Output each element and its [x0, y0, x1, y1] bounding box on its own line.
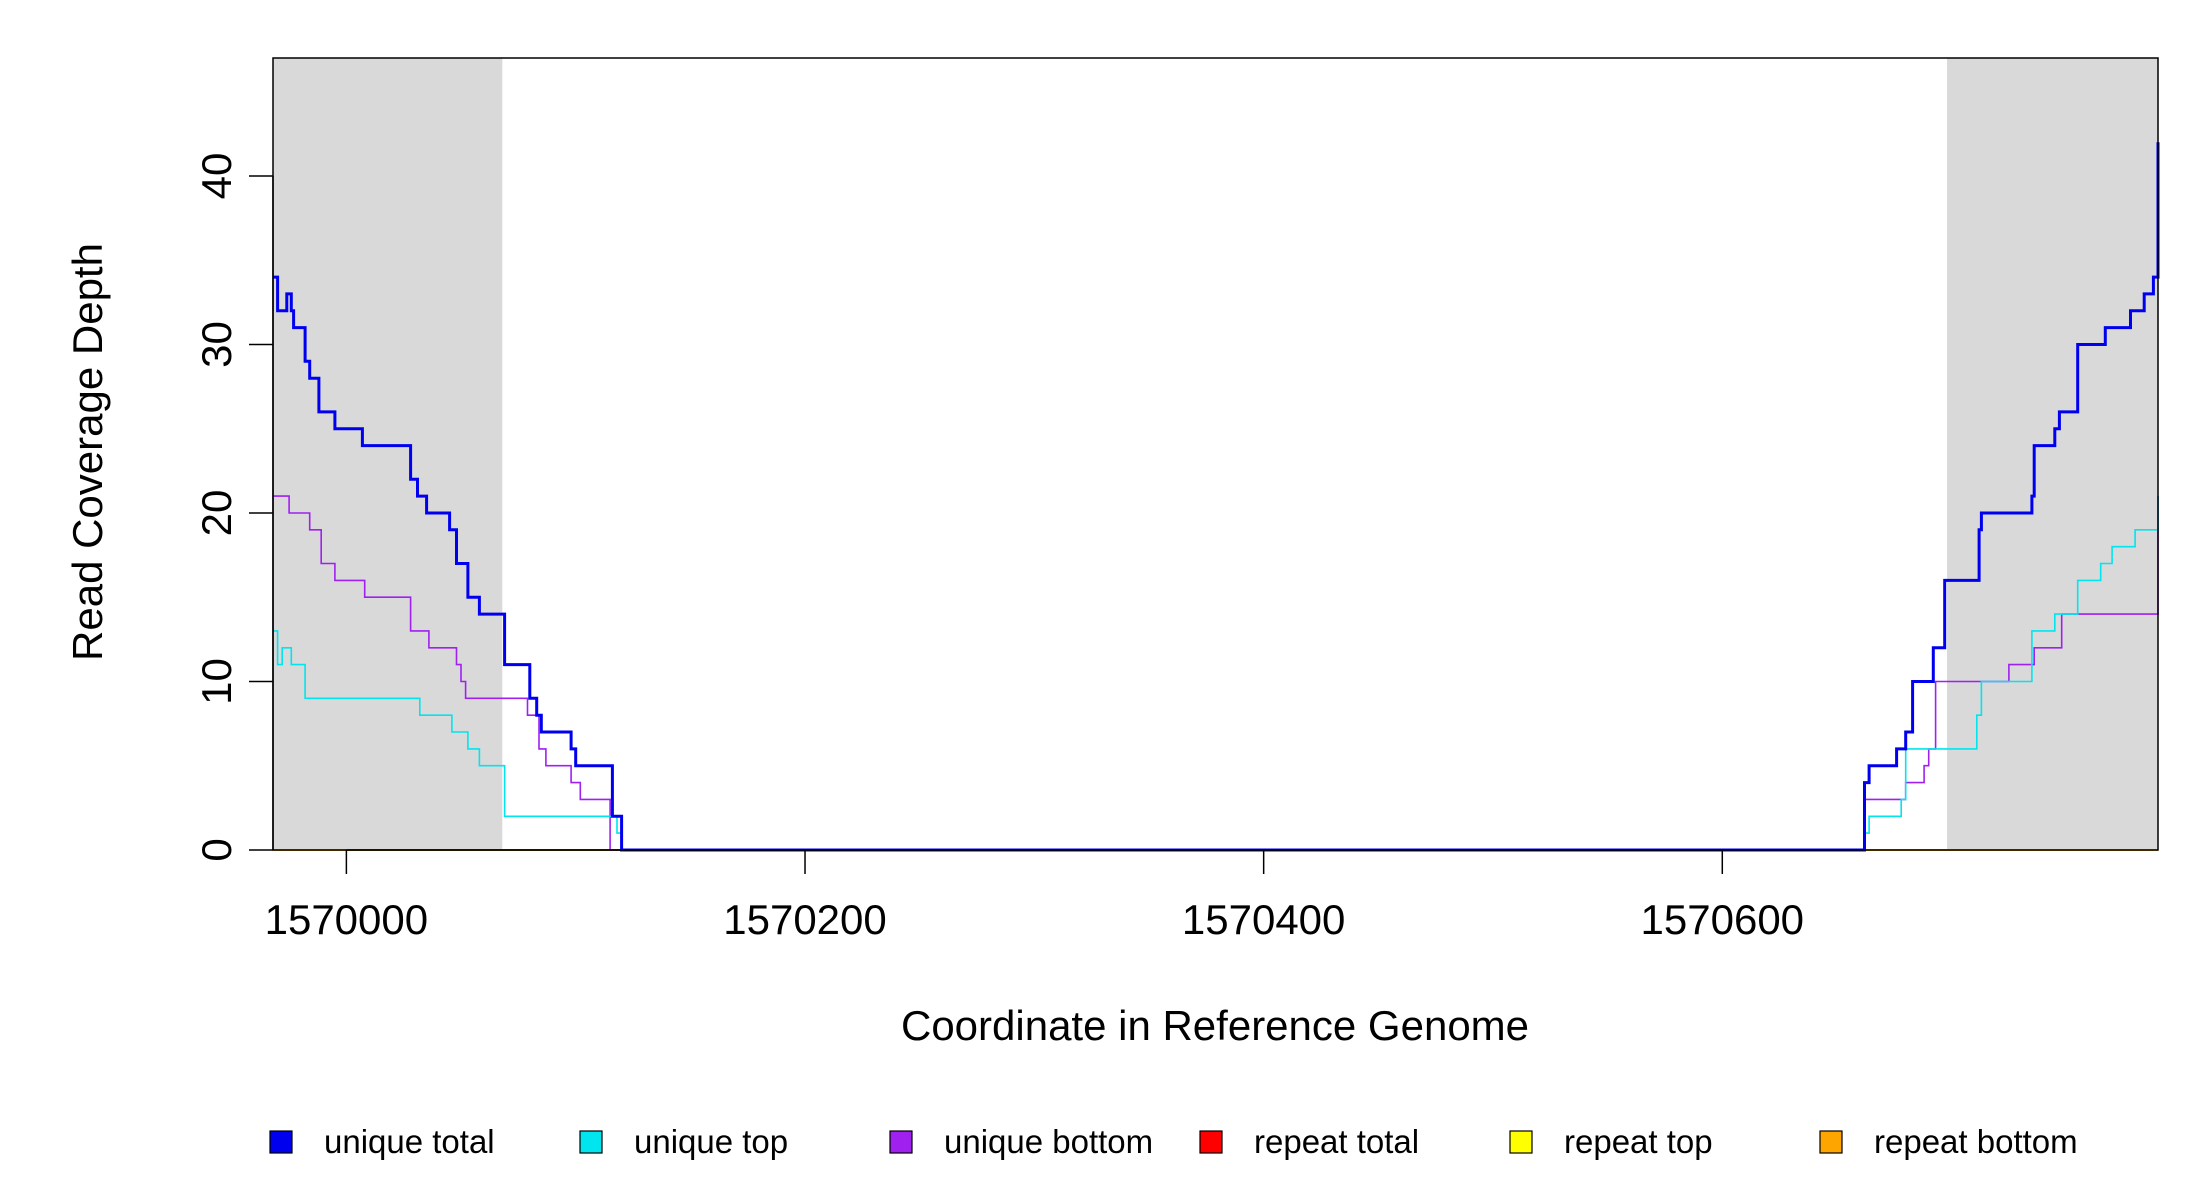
legend-swatch: [1819, 1130, 1843, 1154]
legend-label: repeat top: [1564, 1123, 1713, 1160]
y-axis: 0 10 20 30 40: [193, 153, 274, 862]
legend: unique total unique top unique bottom repea…: [269, 1123, 2078, 1160]
legend-swatch: [1199, 1130, 1223, 1154]
legend-swatch: [889, 1130, 913, 1154]
legend-label: repeat bottom: [1874, 1123, 2078, 1160]
legend-label: unique top: [634, 1123, 788, 1160]
series-line-unique-total: [273, 142, 2160, 852]
legend-swatch: [579, 1130, 603, 1154]
y-tick-label: 30: [193, 321, 240, 368]
series-line-unique-bottom: [273, 495, 2159, 851]
x-tick-label: 1570600: [1641, 896, 1805, 943]
legend-swatch: [1509, 1130, 1533, 1154]
x-tick-label: 1570400: [1182, 896, 1346, 943]
y-axis-label: Read Coverage Depth: [64, 243, 111, 661]
y-tick-label: 40: [193, 153, 240, 200]
shaded-region: [1947, 58, 2158, 850]
x-axis: 1570000 1570200 1570400 1570600: [265, 849, 1805, 943]
shaded-regions: [273, 58, 2158, 850]
shaded-region: [273, 58, 503, 850]
legend-swatch: [269, 1130, 293, 1154]
y-tick-label: 0: [193, 838, 240, 861]
legend-label: unique bottom: [944, 1123, 1153, 1160]
legend-label: repeat total: [1254, 1123, 1419, 1160]
x-tick-label: 1570000: [265, 896, 429, 943]
x-tick-label: 1570200: [723, 896, 887, 943]
y-tick-label: 20: [193, 490, 240, 537]
y-tick-label: 10: [193, 658, 240, 705]
series-lines: [273, 142, 2160, 852]
legend-label: unique total: [324, 1123, 495, 1160]
series-line-unique-top: [273, 496, 2159, 851]
x-axis-label: Coordinate in Reference Genome: [901, 1002, 1529, 1049]
